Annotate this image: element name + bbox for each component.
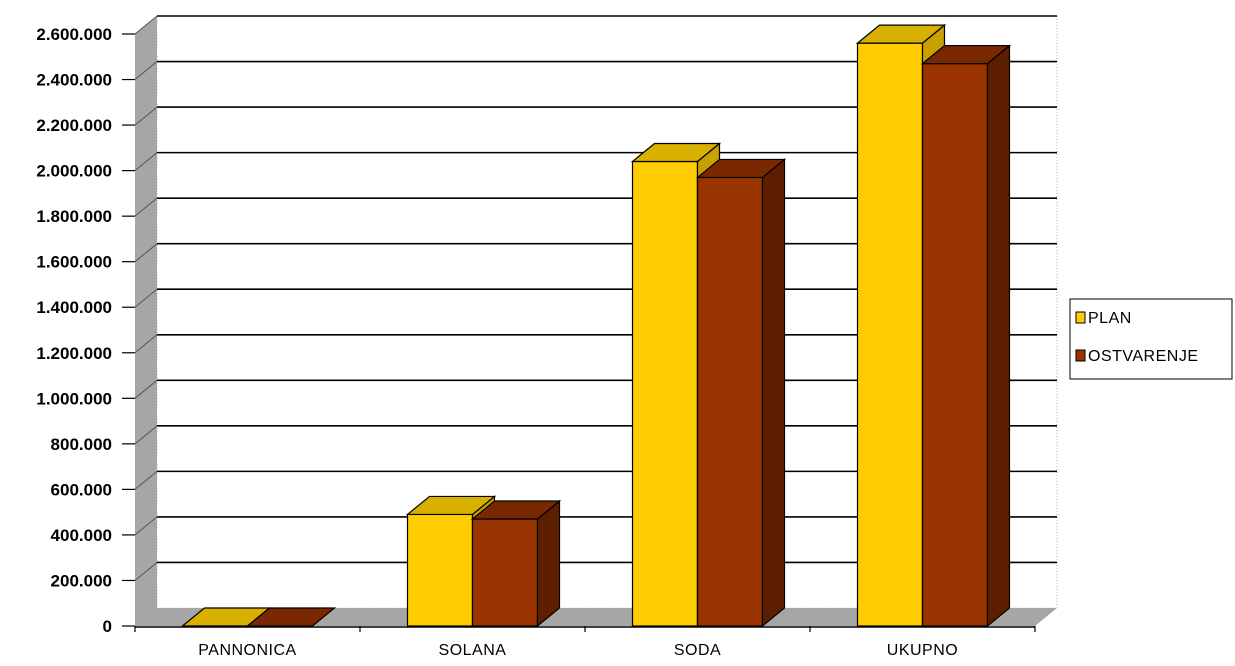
y-tick-label: 2.400.000 xyxy=(36,71,112,90)
gridline-side xyxy=(134,516,158,536)
y-tick-label: 0 xyxy=(103,617,112,636)
bar-ostvarenje xyxy=(920,44,1012,628)
bar-top-ostvarenje xyxy=(920,44,1012,65)
x-tick-label: UKUPNO xyxy=(887,642,958,659)
y-tick-label: 2.200.000 xyxy=(36,116,112,135)
gridline-side xyxy=(134,562,158,581)
bar-front-ostvarenje xyxy=(471,518,539,627)
bar-top-plan xyxy=(855,24,947,44)
y-tick-label: 1.400.000 xyxy=(36,298,112,317)
bar-ostvarenje xyxy=(470,499,562,628)
bar-top-plan xyxy=(630,142,722,163)
y-tick-label: 2.000.000 xyxy=(36,162,112,181)
y-tick-label: 600.000 xyxy=(51,480,112,499)
axes: PANNONICA SOLANA SODA UKUPNO 0 200.000 400.000… xyxy=(36,25,1036,659)
legend-box xyxy=(1069,298,1233,380)
bar-side-ostvarenje xyxy=(986,44,1011,628)
gridline-side xyxy=(134,379,158,399)
gridline-side xyxy=(134,334,158,354)
legend-label-plan: PLAN xyxy=(1088,310,1132,327)
legend: PLAN OSTVARENJE xyxy=(1069,298,1233,380)
y-tick-label: 400.000 xyxy=(51,526,112,545)
y-tick-label: 200.000 xyxy=(51,571,112,590)
gridline-side xyxy=(134,288,158,308)
bar-ostvarenje xyxy=(245,607,337,627)
side-wall xyxy=(135,16,157,626)
bars xyxy=(180,23,1012,628)
gridline-side xyxy=(134,15,158,35)
bar-side-ostvarenje xyxy=(536,499,561,628)
bar-ostvarenje xyxy=(695,158,787,628)
gridline-side xyxy=(134,152,158,172)
y-tick-label: 800.000 xyxy=(51,435,112,454)
x-tick-label: SOLANA xyxy=(439,642,507,659)
gridline-side xyxy=(134,425,158,445)
bar-front-plan xyxy=(631,160,699,627)
legend-swatch-plan xyxy=(1075,311,1086,324)
bar-front-plan xyxy=(406,513,474,627)
gridline-side xyxy=(134,470,158,490)
gridline-side xyxy=(134,106,158,126)
y-tick-label: 2.600.000 xyxy=(36,25,112,44)
chart-walls xyxy=(135,15,1058,626)
y-tick-label: 1.800.000 xyxy=(36,207,112,226)
bar-top-ostvarenje xyxy=(245,607,337,627)
bar-side-ostvarenje xyxy=(761,158,786,628)
gridline-side xyxy=(134,243,158,263)
bar-front-plan xyxy=(856,42,924,627)
floor xyxy=(135,608,1057,626)
x-tick-label: SODA xyxy=(674,642,721,659)
bar-front-ostvarenje xyxy=(921,62,989,627)
gridline-side xyxy=(134,197,158,217)
x-tick-label: PANNONICA xyxy=(198,642,296,659)
bar-plan xyxy=(405,495,497,628)
y-tick-label: 1.000.000 xyxy=(36,389,112,408)
legend-label-ostvarenje: OSTVARENJE xyxy=(1088,348,1199,365)
gridline-side xyxy=(134,61,158,80)
legend-swatch-ostvarenje xyxy=(1075,349,1086,362)
bar-top-ostvarenje xyxy=(695,158,787,179)
bar-top-plan xyxy=(405,495,497,516)
bar-top-ostvarenje xyxy=(470,500,562,520)
y-tick-label: 1.600.000 xyxy=(36,253,112,272)
bar-front-ostvarenje xyxy=(696,176,764,627)
y-tick-label: 1.200.000 xyxy=(36,344,112,363)
